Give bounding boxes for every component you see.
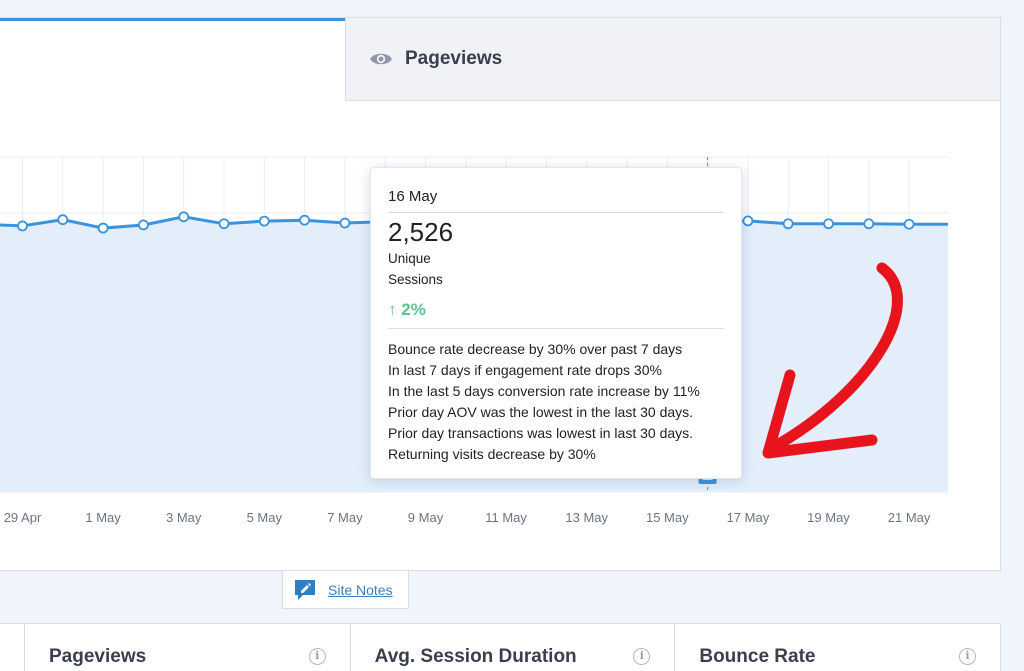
chart-tooltip: 16 May 2,526 Unique Sessions ↑ 2% Bounce… [370, 167, 742, 479]
data-point [218, 218, 230, 230]
data-point [823, 218, 834, 230]
tab-sessions[interactable] [0, 18, 345, 101]
tooltip-note: In the last 5 days conversion rate incre… [388, 383, 700, 399]
x-tick-label: 29 Apr [4, 510, 42, 525]
x-tick-label: 7 May [327, 510, 363, 525]
data-point [299, 214, 311, 226]
tooltip-note: In last 7 days if engagement rate drops … [388, 362, 662, 378]
tooltip-note: Prior day transactions was lowest in las… [388, 425, 694, 441]
data-point [17, 220, 28, 232]
tooltip-notes: Bounce rate decrease by 30% over past 7 … [388, 339, 724, 465]
data-point [339, 217, 351, 229]
data-point [57, 214, 69, 226]
info-icon[interactable]: i [959, 648, 977, 665]
stat-cards: Pageviews i Avg. Session Duration i Boun… [0, 623, 1001, 671]
x-tick-label: 13 May [565, 510, 608, 525]
info-icon[interactable]: i [633, 648, 651, 665]
info-icon[interactable]: i [308, 648, 326, 665]
tooltip-value: 2,526 [388, 217, 454, 247]
tab-pageviews-label: Pageviews [405, 48, 503, 69]
x-tick-label: 15 May [646, 510, 689, 525]
stat-title: Pageviews [49, 646, 147, 667]
tooltip-note: Bounce rate decrease by 30% over past 7 … [388, 341, 683, 357]
data-point [782, 218, 794, 230]
data-point [863, 218, 875, 230]
x-tick-label: 1 May [85, 510, 121, 525]
data-point [137, 219, 149, 231]
x-tick-label: 5 May [247, 510, 283, 525]
stat-card-session-duration: Avg. Session Duration i [349, 624, 675, 671]
data-point [178, 211, 190, 223]
x-tick-label: 9 May [408, 510, 444, 525]
site-notes-label: Site Notes [328, 581, 393, 598]
pencil-note-icon [295, 579, 315, 600]
stat-card-bounce-rate: Bounce Rate i [674, 624, 1000, 671]
arrow-up-icon: ↑ [388, 300, 397, 319]
eye-icon [369, 51, 393, 67]
tooltip-change: ↑ 2% [388, 300, 724, 329]
data-point [742, 215, 754, 227]
stat-card-partial [0, 624, 24, 671]
stat-title: Bounce Rate [699, 646, 816, 667]
x-tick-label: 17 May [727, 510, 770, 525]
tooltip-date: 16 May [388, 188, 724, 213]
x-tick-label: 3 May [166, 510, 202, 525]
tooltip-note: Returning visits decrease by 30% [388, 446, 596, 462]
tooltip-metric-line2: Sessions [388, 272, 443, 287]
stat-card-pageviews: Pageviews i [24, 624, 350, 671]
data-point [258, 215, 270, 227]
tab-pageviews[interactable]: Pageviews [345, 18, 1000, 101]
tooltip-note: Prior day AOV was the lowest in the last… [388, 404, 694, 420]
site-notes-button[interactable]: Site Notes [282, 571, 409, 609]
x-tick-label: 21 May [888, 510, 931, 525]
stat-title: Avg. Session Duration [374, 646, 577, 667]
tooltip-metric-line1: Unique [388, 251, 431, 266]
x-tick-label: 19 May [807, 510, 850, 525]
data-point [97, 222, 109, 234]
tooltip-change-value: 2% [401, 300, 426, 319]
data-point [903, 218, 915, 230]
x-tick-label: 11 May [485, 510, 527, 525]
